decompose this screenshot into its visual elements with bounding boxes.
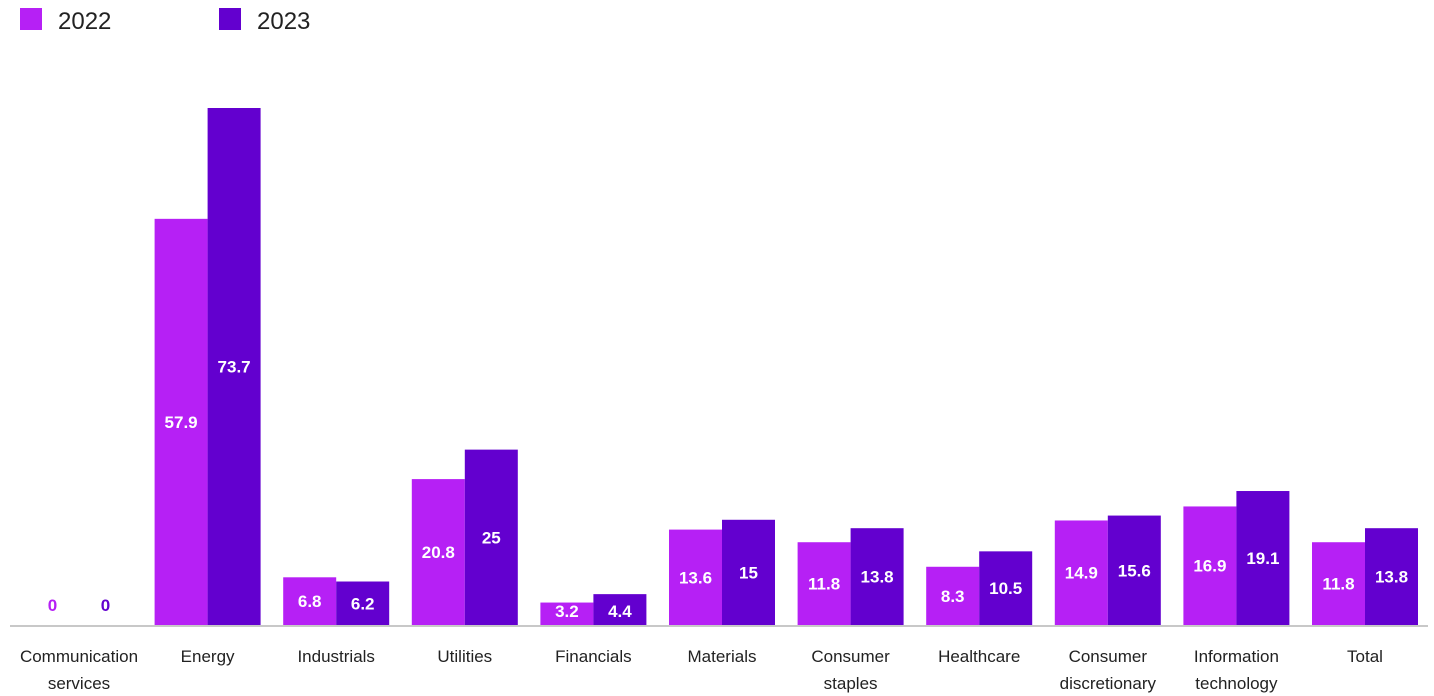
value-label-2023: 19.1 [1246, 549, 1279, 568]
bar-2022 [926, 566, 980, 625]
bar-2022 [1183, 506, 1237, 625]
category-labels: Communication services Energy Industrials Ut… [20, 647, 1383, 693]
bar-2023 [1107, 515, 1161, 625]
value-label-2023: 13.8 [861, 568, 894, 587]
bar-2022 [154, 218, 208, 625]
bar-2023 [722, 519, 775, 625]
value-label-2023: 4.4 [608, 602, 632, 621]
value-label-2022: 8.3 [941, 587, 965, 606]
value-label-2023: 25 [482, 528, 501, 547]
category-label: Consumer [811, 647, 890, 666]
value-label-2023: 13.8 [1375, 568, 1408, 587]
value-label-2022: 11.8 [1322, 575, 1354, 594]
category-label: Industrials [297, 647, 374, 666]
legend-label-2022: 2022 [58, 8, 111, 35]
bar-2023 [593, 594, 647, 625]
legend-label-2023: 2023 [257, 8, 310, 35]
category-label: Materials [688, 647, 757, 666]
value-label-2022: 13.6 [679, 568, 712, 587]
bars [154, 108, 1418, 625]
category-label: discretionary [1060, 674, 1157, 693]
category-label: Communication [20, 647, 138, 666]
value-label-2022: 3.2 [555, 602, 579, 621]
value-label-2022: 11.8 [808, 575, 840, 594]
value-label-2022: 20.8 [422, 543, 455, 562]
bar-2022 [1054, 520, 1108, 625]
value-label-2023: 6.2 [351, 594, 375, 613]
category-label: Healthcare [938, 647, 1020, 666]
bar-2022 [1312, 542, 1365, 625]
legend-swatch-2022 [20, 8, 42, 30]
category-label: Total [1347, 647, 1383, 666]
category-label: technology [1195, 674, 1278, 693]
value-label-2023: 73.7 [218, 358, 251, 377]
category-label: Utilities [437, 647, 492, 666]
bar-2022 [797, 542, 851, 625]
bar-2023 [979, 551, 1033, 625]
value-label-2022: 0 [48, 596, 57, 615]
bar-2022 [540, 602, 594, 625]
value-label-2022: 57.9 [165, 413, 198, 432]
value-label-2023: 15.6 [1118, 561, 1151, 580]
legend-swatch-2023 [219, 8, 241, 30]
value-label-2022: 14.9 [1065, 564, 1098, 583]
bar-2023 [850, 528, 904, 625]
category-label: Consumer [1069, 647, 1148, 666]
value-labels: 0 0 57.9 73.7 6.8 6.2 20.8 25 3.2 4.4 13.6 15 11.8 13… [48, 358, 1408, 622]
value-label-2023: 0 [101, 596, 110, 615]
bar-2022 [283, 577, 337, 625]
bar-2023 [1236, 491, 1290, 625]
bar-2023 [464, 449, 518, 625]
value-label-2023: 10.5 [989, 579, 1022, 598]
value-label-2022: 6.8 [298, 592, 322, 611]
legend: 2022 2023 [20, 8, 310, 35]
bar-2022 [411, 479, 465, 625]
value-label-2023: 15 [739, 563, 758, 582]
category-label: staples [824, 674, 878, 693]
bar-2023 [1365, 528, 1418, 625]
category-label: Financials [555, 647, 632, 666]
bar-2023 [336, 581, 390, 625]
bar-2023 [207, 108, 261, 625]
bar-2022 [669, 529, 722, 625]
category-label: services [48, 674, 110, 693]
category-label: Energy [181, 647, 235, 666]
category-label: Information [1194, 647, 1279, 666]
value-label-2022: 16.9 [1193, 557, 1226, 576]
